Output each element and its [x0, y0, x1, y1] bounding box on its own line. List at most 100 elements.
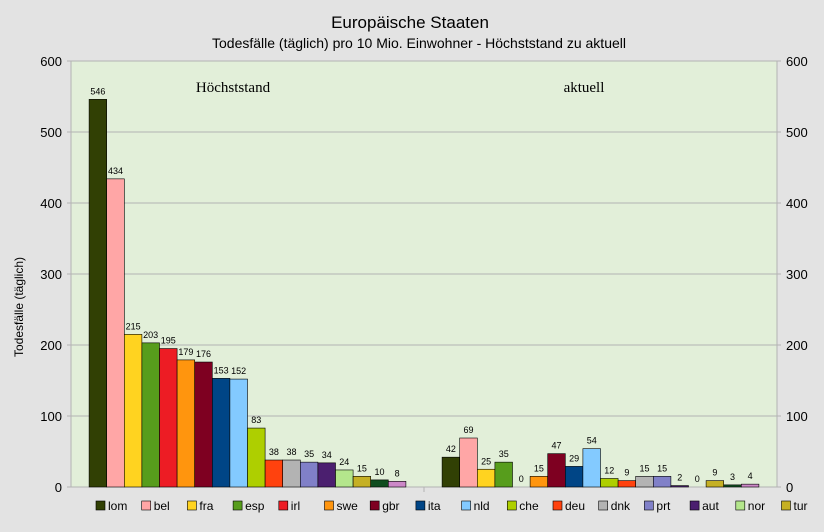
bar-che-current [600, 478, 619, 488]
data-label: 47 [551, 441, 561, 451]
legend-label-nld: nld [474, 499, 490, 513]
data-label: 215 [126, 321, 141, 331]
bar-che-peak [247, 427, 266, 488]
data-label: 42 [446, 444, 456, 454]
legend-swatch-lom [95, 500, 106, 511]
bar-aut-current [670, 485, 689, 488]
y-tick-label-right: 300 [786, 267, 808, 282]
legend-swatch-irl [278, 500, 289, 511]
legend-label-irl: irl [291, 499, 300, 513]
y-tick-label-left: 600 [40, 54, 62, 69]
chart-title: Europäische Staaten [331, 13, 489, 32]
bar-tur-peak [352, 476, 372, 488]
data-label: 15 [657, 463, 667, 473]
data-label: 24 [339, 457, 349, 467]
legend-swatch-gbr [369, 500, 380, 511]
data-label: 9 [624, 468, 629, 478]
data-label: 12 [604, 465, 614, 475]
legend-swatch-ita [415, 500, 426, 511]
data-label: 38 [269, 447, 279, 457]
bar-bel-current [459, 437, 478, 488]
legend-label-bel: bel [154, 499, 170, 513]
y-axis-label: Todesfälle (täglich) [12, 257, 26, 357]
category-label-current: aktuell [564, 80, 605, 96]
bar-prt-current [652, 476, 672, 488]
data-label: 15 [357, 463, 367, 473]
bar-ita-peak [212, 378, 231, 488]
data-label: 35 [499, 449, 509, 459]
y-tick-label-right: 500 [786, 125, 808, 140]
bar-rus-current [740, 483, 760, 488]
data-label: 3 [730, 472, 735, 482]
bar-nld-current [582, 448, 601, 488]
bar-gbr-current [547, 453, 566, 488]
y-tick-label-right: 400 [786, 196, 808, 211]
bar-deu-current [617, 480, 636, 488]
y-tick-label-left: 400 [40, 196, 62, 211]
legend-swatch-tur [781, 500, 791, 511]
bar-rus-peak [387, 481, 407, 488]
data-label: 546 [90, 86, 105, 96]
chart-subtitle: Todesfälle (täglich) pro 10 Mio. Einwohn… [212, 35, 626, 51]
data-label: 15 [534, 463, 544, 473]
bar-pol-current [723, 484, 742, 488]
legend-swatch-esp [232, 500, 243, 511]
data-label: 54 [587, 436, 597, 446]
bar-swe-current [529, 476, 548, 488]
bar-pol-peak [370, 479, 389, 488]
data-label: 203 [143, 330, 158, 340]
data-label: 176 [196, 349, 211, 359]
bar-esp-current [494, 461, 513, 488]
legend-label-tur: tur [794, 499, 808, 513]
data-label: 8 [395, 468, 400, 478]
bar-dnk-peak [282, 459, 301, 488]
legend-swatch-deu [552, 500, 563, 511]
bar-lom-peak [88, 99, 107, 488]
data-label: 83 [251, 415, 261, 425]
data-label: 0 [519, 474, 524, 484]
data-label: 69 [463, 425, 473, 435]
y-tick-label-left: 300 [40, 267, 62, 282]
legend-swatch-prt [644, 500, 654, 511]
bar-fra-peak [124, 334, 143, 488]
y-tick-label-left: 500 [40, 125, 62, 140]
data-label: 4 [748, 471, 753, 481]
data-label: 25 [481, 456, 491, 466]
bar-deu-peak [264, 459, 284, 488]
bar-aut-peak [317, 462, 336, 488]
bar-lom-current [441, 456, 461, 488]
data-label: 153 [214, 365, 229, 375]
data-label: 29 [569, 453, 579, 463]
legend-swatch-fra [187, 500, 197, 511]
y-tick-label-right: 200 [786, 338, 808, 353]
bar-ita-current [564, 466, 584, 488]
legend: lom bel fra esp irl swe gbr ita nld che deu dnk prt a… [95, 499, 808, 513]
bar-nld-peak [229, 378, 248, 488]
legend-swatch-che [506, 500, 517, 511]
y-tick-label-right: 100 [786, 409, 808, 424]
y-tick-label-right: 600 [786, 54, 808, 69]
data-label: 152 [231, 366, 246, 376]
bar-esp-peak [141, 342, 160, 488]
legend-label-gbr: gbr [382, 499, 399, 513]
legend-label-ita: ita [428, 499, 441, 513]
data-label: 0 [695, 474, 700, 484]
category-label-peak: Höchststand [196, 80, 271, 96]
data-label: 10 [374, 467, 384, 477]
data-label: 34 [322, 450, 332, 460]
legend-label-aut: aut [702, 499, 719, 513]
bars [88, 99, 760, 488]
bar-fra-current [476, 468, 496, 488]
bar-tur-current [705, 480, 724, 488]
legend-label-esp: esp [245, 499, 265, 513]
legend-label-prt: prt [656, 499, 671, 513]
legend-swatch-nor [735, 500, 746, 511]
legend-swatch-bel [141, 500, 151, 511]
data-label: 38 [286, 447, 296, 457]
legend-swatch-dnk [598, 500, 609, 511]
y-tick-label-right: 0 [786, 480, 793, 495]
legend-label-swe: swe [337, 499, 359, 513]
legend-label-dnk: dnk [611, 499, 631, 513]
bar-gbr-peak [194, 361, 213, 488]
